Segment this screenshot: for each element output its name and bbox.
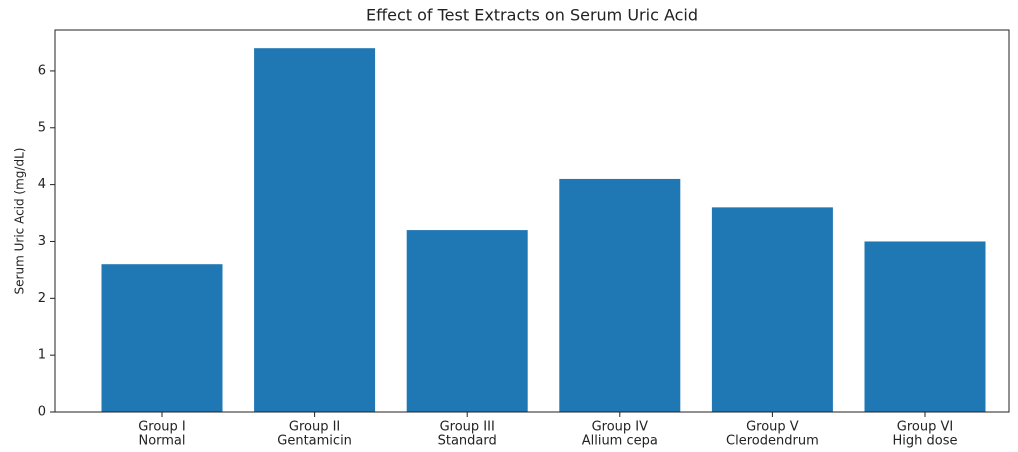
x-tick-label: High dose	[893, 434, 958, 449]
bar	[101, 264, 223, 412]
bar	[406, 230, 528, 412]
y-tick-label: 2	[38, 291, 46, 306]
x-tick-label: Standard	[438, 434, 497, 449]
x-tick-label: Gentamicin	[277, 434, 352, 449]
y-tick-label: 0	[38, 405, 46, 420]
x-tick-label: Group I	[138, 420, 186, 435]
plot-frame	[54, 29, 1010, 413]
bar	[711, 207, 833, 412]
x-tick-label: Group V	[746, 420, 799, 435]
y-tick-label: 1	[38, 348, 46, 363]
bar	[864, 241, 986, 412]
y-tick-label: 3	[38, 234, 46, 249]
y-tick-label: 4	[38, 177, 46, 192]
y-axis-label: Serum Uric Acid (mg/dL)	[13, 148, 27, 295]
bar	[254, 48, 376, 412]
bar	[559, 178, 681, 412]
chart-title: Effect of Test Extracts on Serum Uric Ac…	[366, 6, 698, 25]
x-tick-label: Group VI	[897, 420, 953, 435]
y-tick-label: 5	[38, 120, 46, 135]
x-tick-label: Group II	[289, 420, 340, 435]
x-tick-label: Group III	[440, 420, 495, 435]
x-tick-label: Allium cepa	[582, 434, 658, 449]
x-tick-label: Group IV	[592, 420, 649, 435]
y-tick-label: 6	[38, 63, 46, 78]
x-tick-label: Normal	[138, 434, 185, 449]
x-tick-label: Clerodendrum	[726, 434, 819, 449]
